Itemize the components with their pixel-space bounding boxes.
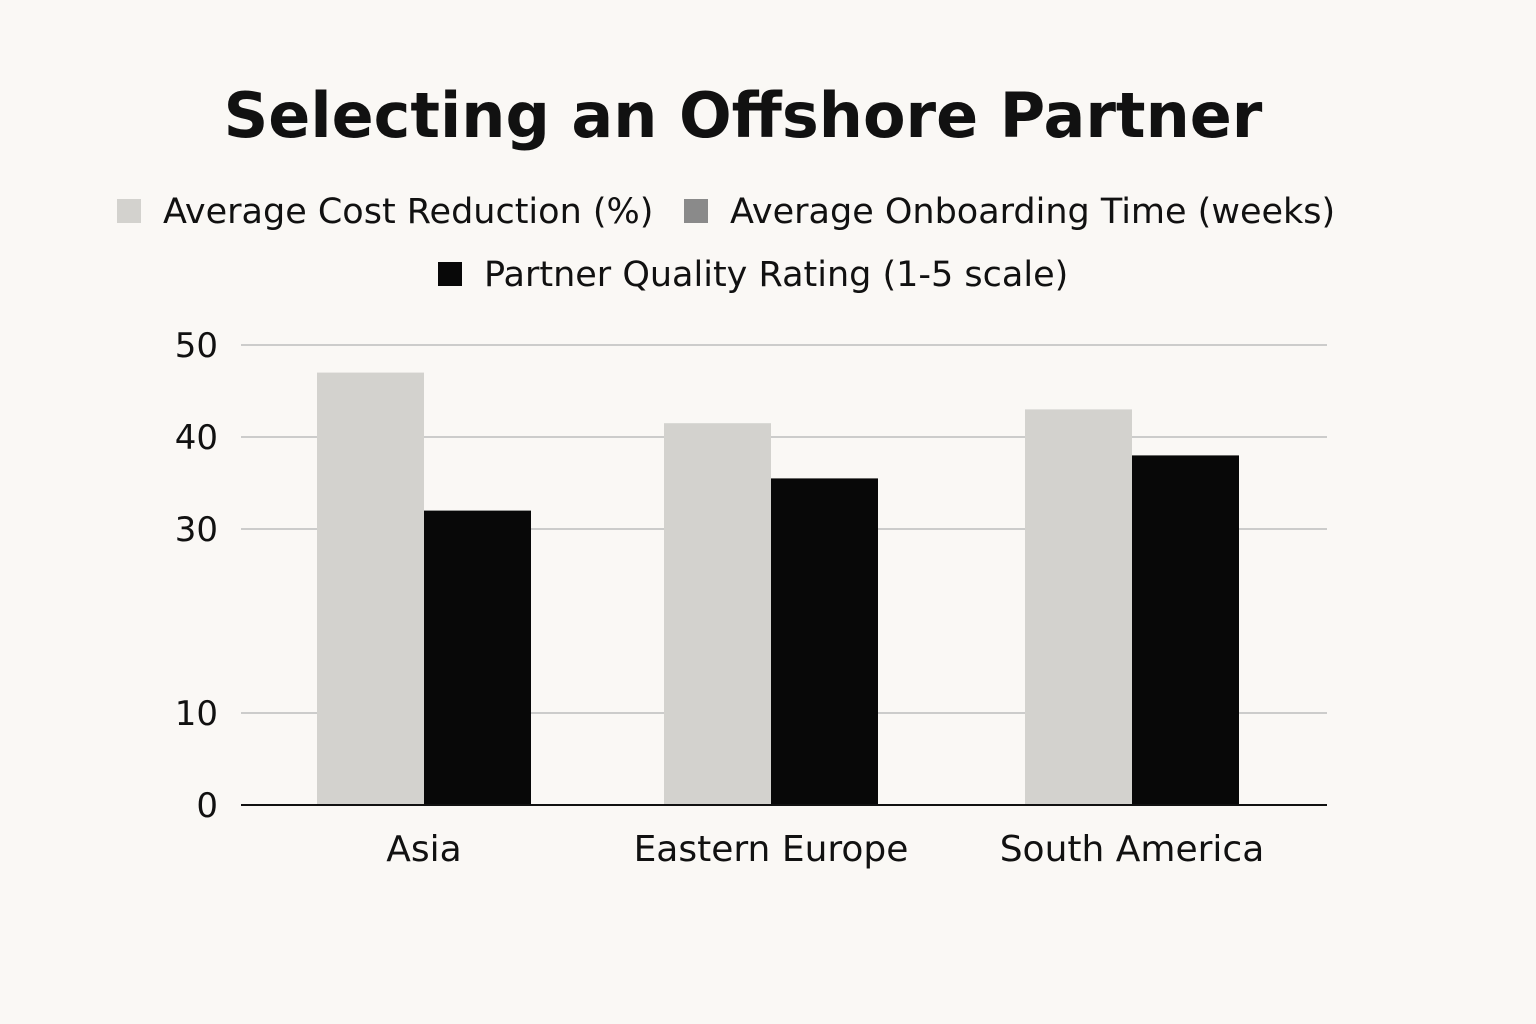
x-axis-labels: Asia Eastern Europe South America — [386, 829, 1264, 870]
legend-swatch-cost-reduction — [117, 199, 141, 223]
y-tick-label: 0 — [196, 786, 218, 826]
x-category-label: Asia — [386, 829, 461, 870]
x-category-label: Eastern Europe — [634, 829, 909, 870]
legend-label-quality-rating: Partner Quality Rating (1-5 scale) — [484, 255, 1068, 295]
y-axis-ticks: 0 10 30 40 50 — [175, 326, 218, 826]
legend-swatch-onboarding-time — [684, 199, 708, 223]
bar-quality-rating-0 — [424, 510, 531, 805]
x-category-label: South America — [1000, 829, 1265, 870]
bars — [317, 372, 1239, 805]
legend: Average Cost Reduction (%) Average Onboa… — [117, 192, 1335, 295]
bar-quality-rating-2 — [1132, 455, 1239, 805]
legend-label-cost-reduction: Average Cost Reduction (%) — [163, 192, 653, 232]
y-tick-label: 50 — [175, 326, 218, 366]
y-tick-label: 10 — [175, 694, 218, 734]
y-tick-label: 40 — [175, 418, 218, 458]
bar-cost-reduction-0 — [317, 372, 424, 805]
bar-quality-rating-1 — [771, 478, 878, 805]
y-tick-label: 30 — [175, 510, 218, 550]
legend-swatch-quality-rating — [438, 262, 462, 286]
chart-title: Selecting an Offshore Partner — [224, 79, 1263, 152]
legend-label-onboarding-time: Average Onboarding Time (weeks) — [730, 192, 1335, 232]
bar-cost-reduction-2 — [1025, 409, 1132, 805]
bar-cost-reduction-1 — [664, 423, 771, 805]
